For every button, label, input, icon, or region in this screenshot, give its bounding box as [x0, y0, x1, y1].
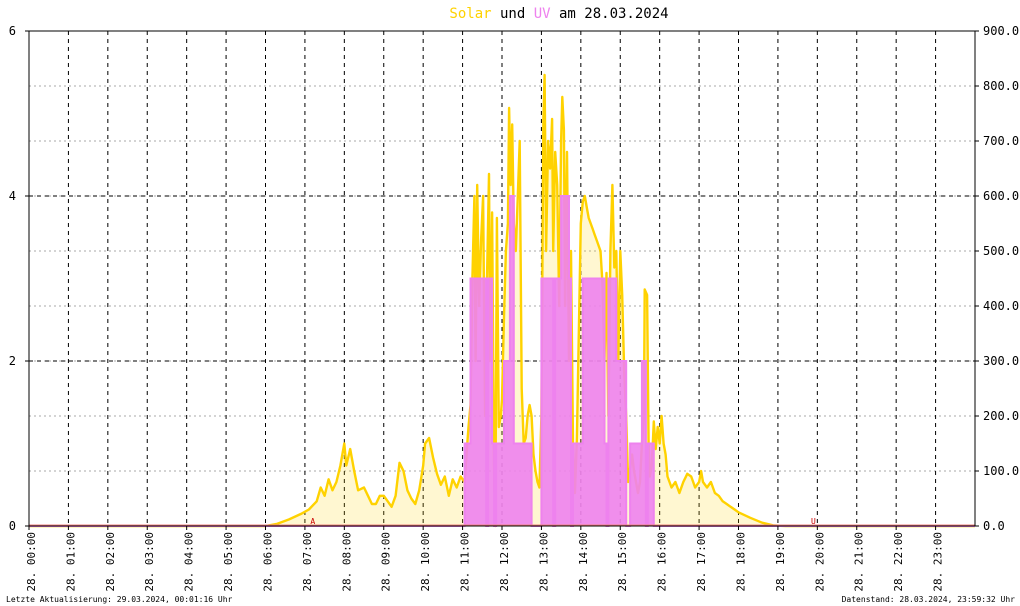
y-right-tick-label: 700.0	[983, 134, 1019, 148]
axes: 0 2 4 6 0.0 100.0 200.0 300.0 400.0 500.0 600.0 700…	[9, 24, 1019, 592]
x-tick-label: 28. 22:00	[892, 532, 905, 592]
x-tick-label: 28. 08:00	[340, 532, 353, 592]
solar-area	[29, 75, 975, 526]
x-tick-label: 28. 02:00	[104, 532, 117, 592]
footer-data-state: Datenstand: 28.03.2024, 23:59:32 Uhr	[842, 595, 1016, 604]
x-tick-label: 28. 23:00	[932, 532, 945, 592]
series-line-solar	[29, 73, 975, 528]
x-tick-label: 28. 11:00	[459, 532, 472, 592]
x-tick-label: 28. 15:00	[616, 532, 629, 592]
sunset-marker: U	[811, 517, 816, 526]
y-left-tick-label: 6	[9, 24, 16, 38]
y-right-tick-label: 0.0	[983, 519, 1005, 533]
chart-title: Solar und UV am 28.03.2024	[449, 6, 668, 22]
x-tick-label: 28. 09:00	[380, 532, 393, 592]
x-tick-label: 28. 01:00	[64, 532, 77, 592]
x-tick-label: 28. 13:00	[537, 532, 550, 592]
footer-last-update: Letzte Aktualisierung: 29.03.2024, 00:01…	[6, 595, 233, 604]
y-right-tick-label: 900.0	[983, 24, 1019, 38]
x-tick-label: 28. 04:00	[183, 532, 196, 592]
title-solar: Solar	[449, 6, 491, 22]
x-tick-label: 28. 00:00	[25, 532, 38, 592]
x-tick-label: 28. 05:00	[222, 532, 235, 592]
title-date: am 28.03.2024	[551, 6, 669, 22]
title-uv: UV	[534, 6, 551, 22]
x-tick-label: 28. 16:00	[656, 532, 669, 592]
series-line-uv	[29, 195, 975, 527]
x-tick-label: 28. 20:00	[813, 532, 826, 592]
y-right-tick-label: 300.0	[983, 354, 1019, 368]
title-und: und	[492, 6, 534, 22]
y-left-tick-label: 2	[9, 354, 16, 368]
y-right-tick-label: 500.0	[983, 244, 1019, 258]
y-right-tick-label: 200.0	[983, 409, 1019, 423]
y-right-tick-label: 800.0	[983, 79, 1019, 93]
x-tick-label: 28. 18:00	[735, 532, 748, 592]
x-tick-label: 28. 12:00	[498, 532, 511, 592]
y-left-tick-label: 4	[9, 189, 16, 203]
x-tick-label: 28. 06:00	[262, 532, 275, 592]
sunrise-marker: A	[310, 517, 315, 526]
x-tick-label: 28. 19:00	[774, 532, 787, 592]
x-tick-label: 28. 07:00	[301, 532, 314, 592]
y-right-tick-label: 400.0	[983, 299, 1019, 313]
y-left-tick-label: 0	[9, 519, 16, 533]
x-tick-label: 28. 10:00	[419, 532, 432, 592]
x-tick-label: 28. 17:00	[695, 532, 708, 592]
x-tick-label: 28. 14:00	[577, 532, 590, 592]
y-right-tick-label: 100.0	[983, 464, 1019, 478]
y-right-tick-label: 600.0	[983, 189, 1019, 203]
x-tick-label: 28. 21:00	[853, 532, 866, 592]
x-tick-label: 28. 03:00	[143, 532, 156, 592]
